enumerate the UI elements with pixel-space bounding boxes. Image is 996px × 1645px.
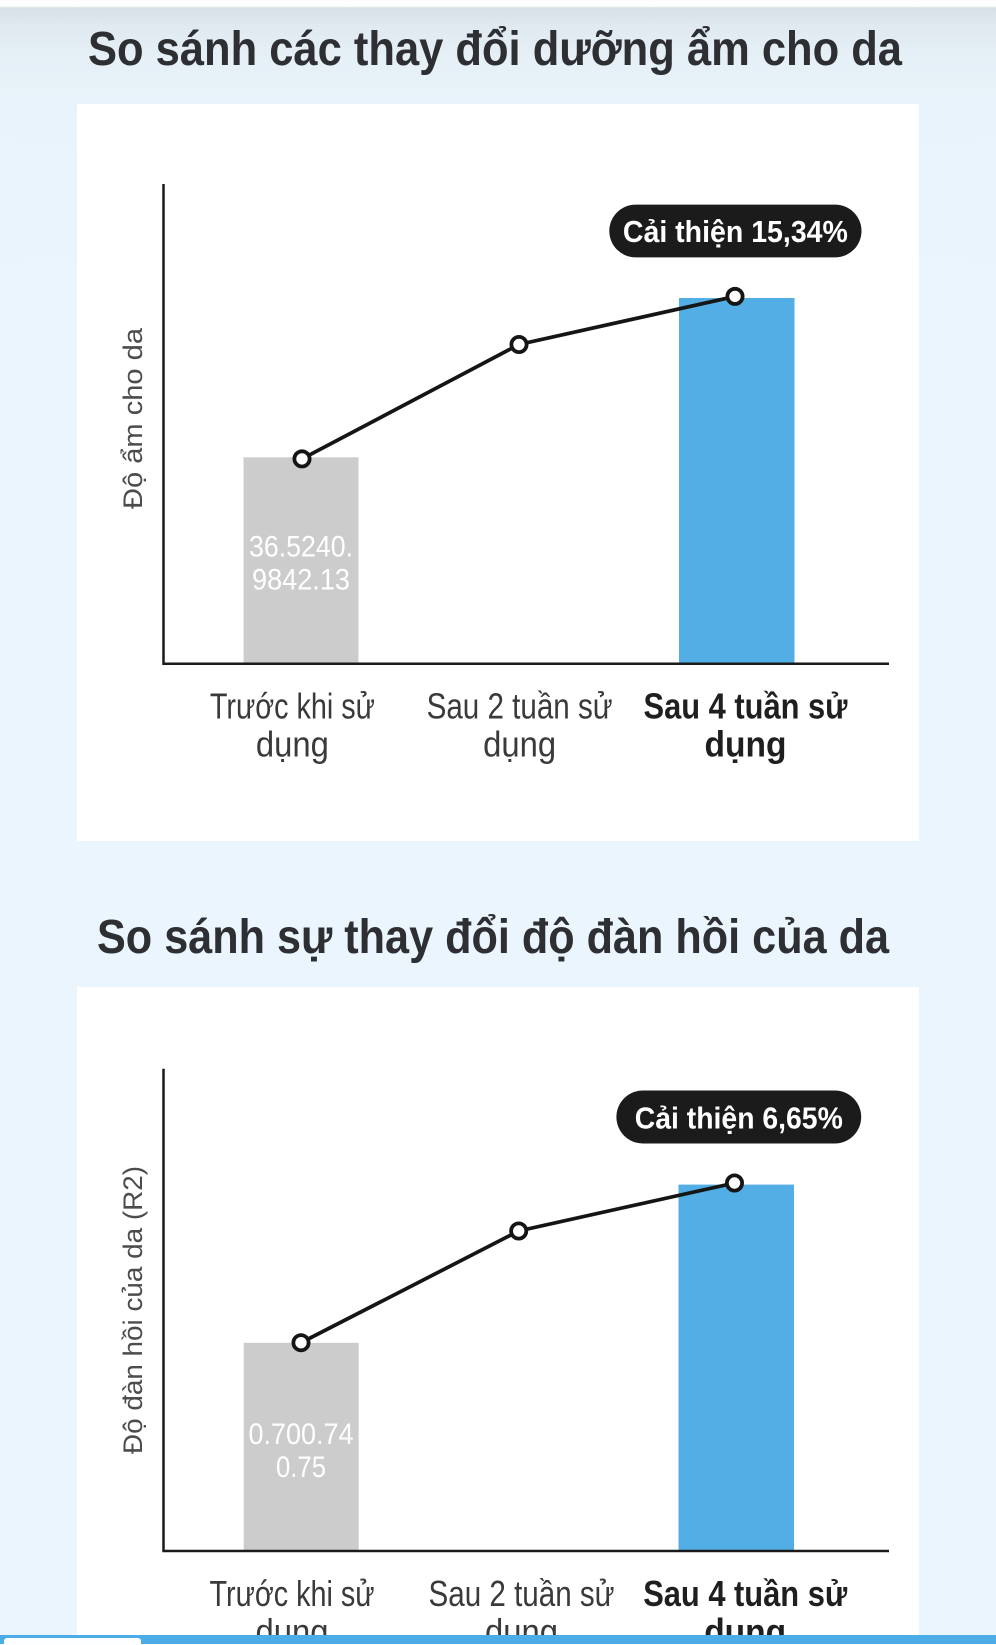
svg-text:dụng: dụng	[256, 723, 329, 764]
svg-text:Sau 4 tuần sử: Sau 4 tuần sử	[643, 1573, 848, 1614]
svg-text:So sánh sự thay đổi độ đàn hồi: So sánh sự thay đổi độ đàn hồi của da	[97, 911, 889, 964]
svg-text:dụng: dụng	[705, 723, 787, 764]
svg-text:Độ ẩm cho da: Độ ẩm cho da	[118, 327, 148, 509]
svg-text:Sau 2 tuần sử: Sau 2 tuần sử	[427, 686, 613, 727]
svg-text:9842.13: 9842.13	[252, 564, 350, 597]
svg-text:Sau 4 tuần sử: Sau 4 tuần sử	[644, 686, 849, 727]
svg-text:Cải thiện 15,34%: Cải thiện 15,34%	[623, 214, 848, 249]
svg-text:Độ đàn hồi của da (R2): Độ đàn hồi của da (R2)	[118, 1166, 148, 1454]
svg-text:36.5240.: 36.5240.	[249, 531, 353, 564]
svg-text:0.75: 0.75	[276, 1451, 326, 1484]
svg-text:Sau 2 tuần sử: Sau 2 tuần sử	[429, 1573, 615, 1614]
svg-text:Cải thiện 6,65%: Cải thiện 6,65%	[635, 1100, 843, 1135]
svg-text:Trước khi sử: Trước khi sử	[210, 1573, 375, 1614]
svg-text:So sánh các thay đổi dưỡng ẩm: So sánh các thay đổi dưỡng ẩm cho da	[88, 23, 902, 76]
svg-text:Trước khi sử: Trước khi sử	[210, 686, 375, 727]
svg-text:0.700.74: 0.700.74	[249, 1418, 354, 1451]
svg-text:dụng: dụng	[483, 723, 556, 764]
